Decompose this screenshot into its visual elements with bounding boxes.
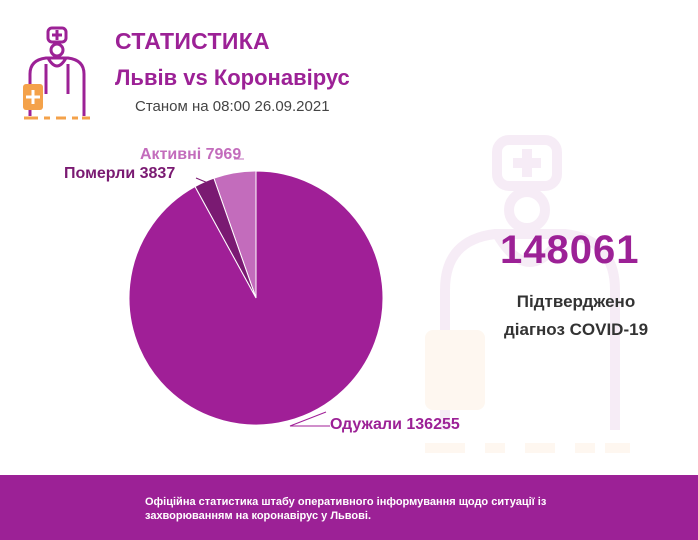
as-of-date: Станом на 08:00 26.09.2021 <box>135 98 330 115</box>
total-confirmed-value: 148061 <box>500 228 640 272</box>
pie-leader-line-2 <box>289 411 330 427</box>
pie-leader-line-1 <box>195 177 209 184</box>
total-confirmed-label: Підтверджено діагноз COVID-19 <box>486 288 666 344</box>
total-label-line1: Підтверджено <box>516 292 636 311</box>
footer-bar: Офіційна статистика штабу оперативного і… <box>0 475 698 540</box>
pie-label-0: Активні 7969 <box>140 146 241 163</box>
pie-label-1: Померли 3837 <box>64 165 175 182</box>
page-title: СТАТИСТИКА <box>115 28 270 54</box>
page-subtitle: Львів vs Коронавірус <box>115 65 350 90</box>
footer-text: Офіційна статистика штабу оперативного і… <box>145 496 547 522</box>
pie-chart: Активні 7969 Померли 3837 Одужали 136255 <box>64 146 460 433</box>
pie-slice-2 <box>128 170 384 426</box>
doctor-icon <box>23 26 90 120</box>
total-label-line2: діагноз COVID-19 <box>503 320 649 339</box>
doctor-watermark-icon <box>425 135 630 453</box>
pie-label-2: Одужали 136255 <box>330 416 460 433</box>
